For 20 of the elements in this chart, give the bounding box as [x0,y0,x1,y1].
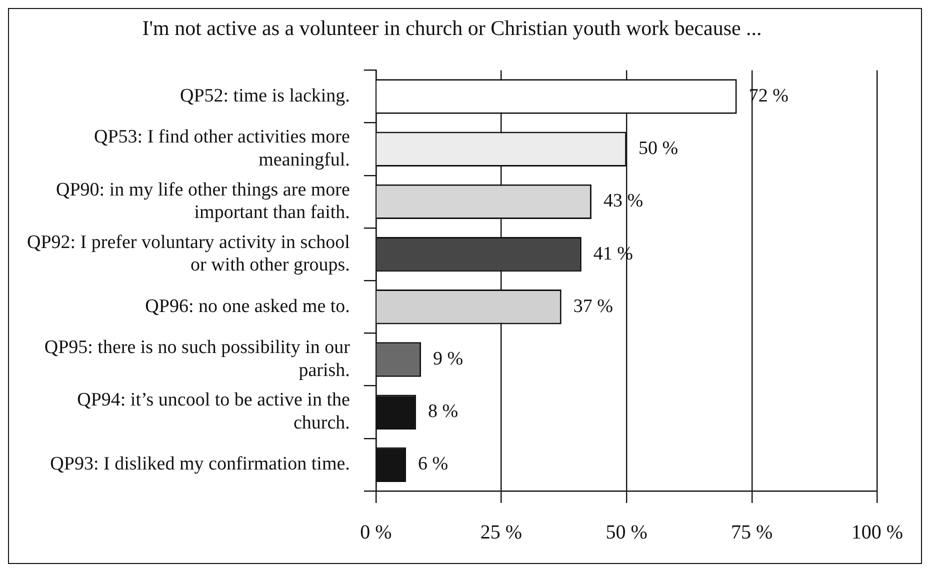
x-tick-label: 0 % [360,521,392,544]
data-label: 8 % [428,401,458,422]
y-tick-label: QP93: I disliked my confirmation time. [50,454,350,475]
y-tick-label: QP90: in my life other things are more important than faith. [56,179,350,224]
y-tick-label: QP92: I prefer voluntary activity in school or with other groups. [26,232,350,276]
data-label: 6 % [418,454,448,475]
y-tick-label: QP95: there is no such possibility in our parish. [44,337,351,381]
y-tick-label: QP52: time is lacking. [180,85,350,106]
x-tick-label: 100 % [851,521,904,544]
y-tick-label: QP96: no one asked me to. [145,296,350,317]
chart-title: I'm not active as a volunteer in church or Christian youth work because ... [142,16,762,40]
x-tick-label: 50 % [606,521,648,544]
data-label: 43 % [603,190,644,212]
data-label: 37 % [573,296,614,317]
x-tick-label: 75 % [731,521,773,544]
data-label: 50 % [638,138,678,160]
y-tick-label: QP94: it’s uncool to be active in the church. [77,390,350,434]
y-tick-label: QP53: I find other activities more meaningful. [94,126,350,170]
x-tick-label: 25 % [480,521,522,544]
data-label: 9 % [433,348,464,370]
